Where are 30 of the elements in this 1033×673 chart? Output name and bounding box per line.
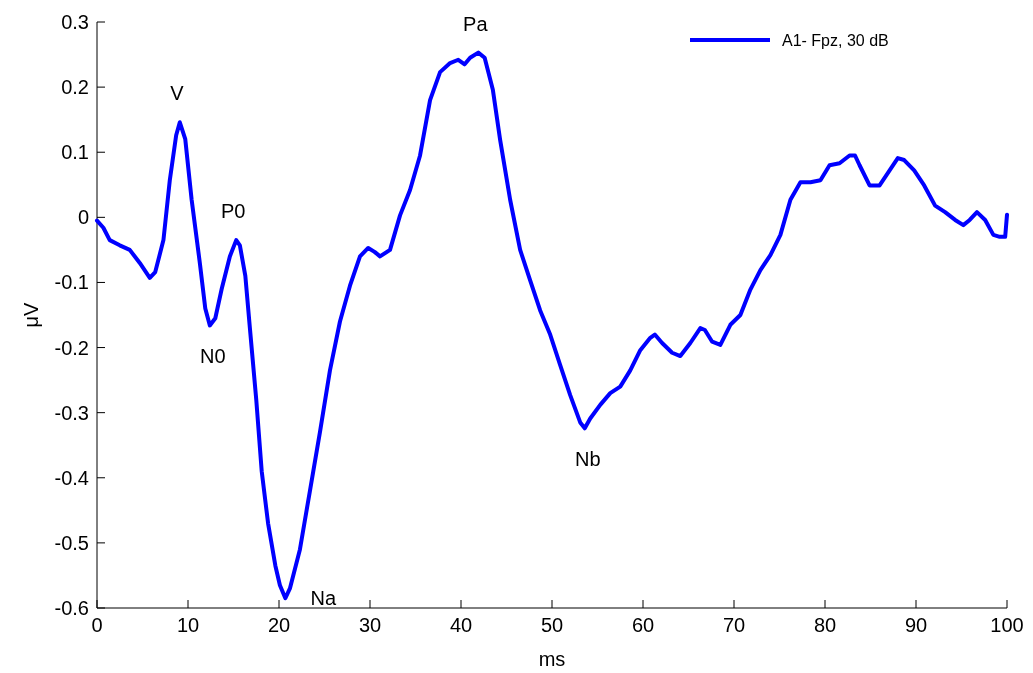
x-tick-label: 80 (813, 614, 837, 636)
y-tick-label: 0.1 (61, 141, 89, 164)
x-tick-label: 0 (91, 614, 103, 636)
x-tick-label: 60 (631, 614, 655, 636)
annotation: V (170, 82, 185, 105)
y-tick-label: 0 (77, 206, 89, 229)
x-axis-title: ms (538, 648, 566, 670)
x-tick-label: 30 (358, 614, 382, 636)
y-axis-title: μV (20, 301, 42, 328)
x-tick-label: 40 (449, 614, 473, 636)
y-tick-label: 0.2 (61, 76, 89, 99)
y-tick-label: -0.5 (54, 531, 89, 554)
annotation: N0 (200, 345, 226, 368)
y-tick-label: -0.2 (54, 336, 89, 359)
y-tick-label: -0.3 (54, 401, 89, 424)
y-tick-label: -0.1 (54, 271, 89, 294)
annotation: Na (310, 587, 338, 610)
annotation: P0 (221, 200, 246, 223)
y-tick-label: -0.4 (54, 466, 89, 489)
x-tick-label: 100 (990, 614, 1024, 636)
x-tick-label: 90 (904, 614, 928, 636)
annotation: Pa (463, 12, 489, 35)
y-tick-label: -0.6 (54, 597, 89, 619)
y-tick-label: 0.3 (61, 11, 89, 33)
x-tick-label: 20 (267, 614, 291, 636)
legend-label: A1- Fpz, 30 dB (782, 32, 889, 49)
x-tick-label: 10 (176, 614, 200, 636)
x-tick-label: 50 (540, 614, 564, 636)
x-tick-label: 70 (722, 614, 746, 636)
annotation: Nb (574, 448, 601, 471)
